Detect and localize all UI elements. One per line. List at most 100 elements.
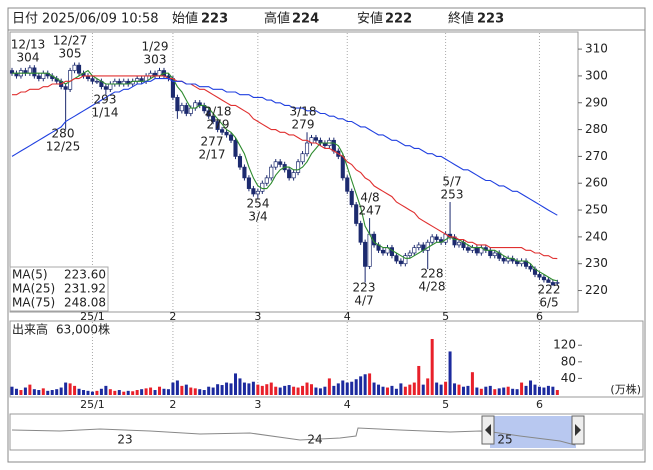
- volume-bar: [207, 386, 211, 395]
- volume-bar: [82, 390, 86, 395]
- volume-bar: [68, 383, 72, 395]
- annotation: 4/28: [419, 280, 446, 294]
- volume-bar: [77, 388, 81, 395]
- annotation: 1/14: [92, 106, 119, 120]
- volume-bar: [363, 374, 367, 395]
- candle-body: [273, 161, 278, 168]
- volume-bar: [189, 387, 193, 395]
- volume-bar: [479, 388, 483, 395]
- y-tick-label: 240: [585, 229, 608, 243]
- candle-body: [345, 177, 350, 192]
- volume-bar: [242, 382, 246, 395]
- candle-body: [224, 131, 229, 136]
- volume-bar: [278, 387, 282, 395]
- annotation: 4/8: [360, 191, 379, 205]
- legend-value: 248.08: [64, 296, 106, 310]
- volume-bar: [117, 390, 121, 395]
- candle-body: [430, 236, 435, 243]
- candle-body: [398, 260, 403, 265]
- volume-bar: [23, 387, 27, 395]
- candle-body: [349, 190, 354, 206]
- candle-body: [36, 75, 41, 79]
- volume-bar: [493, 389, 497, 395]
- volume-bar: [229, 383, 233, 395]
- x-tick-label: 4: [344, 310, 351, 323]
- volume-bar: [184, 384, 188, 395]
- volume-bar: [529, 380, 533, 395]
- candle-body: [242, 166, 247, 179]
- y-tick-label: 280: [585, 122, 608, 136]
- candle-body: [304, 142, 310, 155]
- candle-body: [278, 161, 283, 165]
- volume-title: 出来高: [12, 322, 48, 337]
- volume-bar: [198, 389, 202, 395]
- candle-body: [76, 64, 82, 74]
- volume-bar: [292, 386, 296, 395]
- volume-bar: [180, 385, 184, 395]
- legend-value: 223.60: [64, 268, 106, 282]
- header-value: 223: [201, 12, 228, 27]
- volume-bar: [520, 382, 524, 395]
- annotation: 4/7: [354, 294, 373, 308]
- annotation: 3/4: [248, 210, 267, 224]
- navigator-label: 25: [497, 433, 512, 447]
- volume-bar: [372, 382, 376, 395]
- candle-body: [546, 279, 551, 283]
- volume-bar: [260, 385, 264, 395]
- header-label: 日付: [12, 12, 38, 27]
- volume-bar: [140, 389, 144, 395]
- candle-body: [41, 72, 46, 79]
- volume-bar: [444, 381, 448, 395]
- navigator-window[interactable]: [490, 416, 576, 448]
- candle-body: [456, 241, 462, 246]
- volume-bar: [10, 386, 14, 395]
- candle-body: [251, 188, 256, 195]
- header-value: 2025/06/09 10:58: [42, 12, 159, 27]
- volume-bar: [332, 385, 336, 395]
- y-tick-label: 260: [585, 176, 608, 190]
- y-tick-label: 270: [585, 149, 608, 163]
- candle-body: [412, 247, 417, 254]
- candle-body: [291, 172, 296, 179]
- volume-bar: [296, 387, 300, 395]
- volume-bar: [408, 384, 412, 395]
- volume-bar: [430, 339, 434, 395]
- volume-bar: [439, 384, 443, 395]
- annotation: 12/25: [46, 140, 81, 154]
- volume-bar: [345, 382, 349, 395]
- candle-body: [63, 86, 68, 90]
- y-tick-label: 40: [561, 371, 576, 385]
- candle-body: [407, 252, 412, 257]
- volume-unit: (万株): [610, 382, 641, 396]
- y-tick-label: 230: [585, 256, 608, 270]
- candle-body: [27, 67, 32, 74]
- y-tick-label: 250: [585, 203, 608, 217]
- candle-body: [175, 97, 180, 112]
- header-value: 222: [385, 12, 412, 27]
- volume-bar: [225, 382, 229, 395]
- volume-bar: [354, 379, 358, 395]
- y-tick-label: 80: [561, 354, 576, 368]
- volume-bar: [216, 384, 220, 395]
- candle-body: [416, 244, 421, 248]
- volume-bar: [265, 384, 269, 395]
- annotation: 2/17: [199, 148, 226, 162]
- volume-bar: [551, 386, 555, 395]
- volume-bar: [104, 385, 108, 395]
- volume-bar: [336, 383, 340, 395]
- volume-bar: [537, 386, 541, 395]
- handle-arrow: [575, 424, 581, 436]
- legend-box: [9, 266, 109, 312]
- candle-body: [287, 169, 292, 179]
- volume-bar: [502, 387, 506, 395]
- y-tick-label: 310: [585, 42, 608, 56]
- ma-line: [11, 78, 558, 216]
- candle-body: [255, 190, 260, 195]
- candle-body: [541, 276, 546, 281]
- volume-bar: [238, 378, 242, 395]
- volume-bar: [301, 385, 305, 395]
- volume-bar: [497, 388, 501, 395]
- candle-body: [32, 67, 37, 77]
- volume-bar: [359, 376, 363, 395]
- x-tick-label: 6: [536, 398, 543, 411]
